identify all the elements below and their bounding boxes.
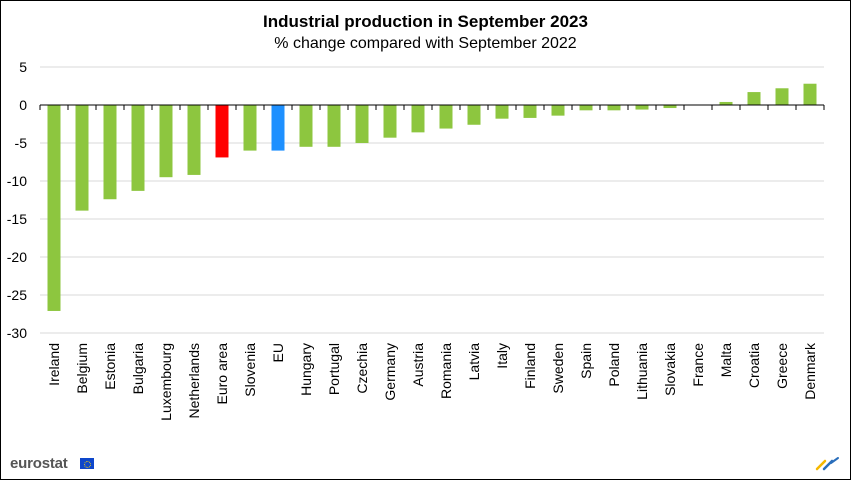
bar xyxy=(719,101,733,105)
x-tick-label: Belgium xyxy=(74,343,90,394)
bar xyxy=(299,105,313,147)
x-tick-label: Austria xyxy=(410,343,426,387)
x-tick-label: Latvia xyxy=(466,343,482,381)
x-tick-label: Greece xyxy=(774,343,790,389)
bar xyxy=(131,105,145,191)
x-tick-label: Poland xyxy=(606,343,622,387)
bar xyxy=(271,105,285,151)
bar xyxy=(75,105,89,211)
bar xyxy=(495,105,509,119)
bar xyxy=(607,105,621,111)
x-tick-label: Spain xyxy=(578,343,594,379)
x-tick-label: France xyxy=(690,343,706,387)
bar xyxy=(523,105,537,118)
x-tick-label: Romania xyxy=(438,343,454,399)
bar xyxy=(327,105,341,147)
chart-title: Industrial production in September 2023 xyxy=(263,12,588,31)
bar xyxy=(47,105,61,311)
x-tick-label: Euro area xyxy=(214,343,230,405)
x-tick-label: Portugal xyxy=(326,343,342,395)
y-tick-label: -10 xyxy=(7,173,27,189)
bar xyxy=(383,105,397,138)
x-tick-label: Netherlands xyxy=(186,343,202,419)
bar xyxy=(103,105,117,200)
bar xyxy=(551,105,565,116)
y-tick-label: -5 xyxy=(15,135,28,151)
chart-subtitle: % change compared with September 2022 xyxy=(274,35,577,52)
bar xyxy=(635,105,649,110)
bar xyxy=(439,105,453,129)
x-tick-label: Estonia xyxy=(102,343,118,390)
x-tick-label: Denmark xyxy=(802,342,818,400)
bar xyxy=(663,105,677,109)
bar xyxy=(467,105,481,125)
x-tick-label: EU xyxy=(270,343,286,362)
eurostat-logo: eurostat xyxy=(10,455,68,472)
bar xyxy=(803,83,817,105)
x-tick-label: Hungary xyxy=(298,343,314,396)
y-tick-label: -20 xyxy=(7,249,27,265)
bar xyxy=(747,92,761,105)
y-tick-label: -25 xyxy=(7,287,27,303)
bar xyxy=(243,105,257,151)
x-tick-label: Lithuania xyxy=(634,343,650,400)
y-tick-label: -15 xyxy=(7,211,27,227)
y-tick-label: -30 xyxy=(7,325,27,341)
x-tick-label: Bulgaria xyxy=(130,343,146,395)
y-tick-label: 0 xyxy=(19,97,27,113)
bar xyxy=(355,105,369,143)
bar xyxy=(775,88,789,105)
y-tick-label: 5 xyxy=(19,59,27,75)
x-tick-label: Slovenia xyxy=(242,343,258,397)
bar xyxy=(159,105,173,178)
bar xyxy=(579,105,593,111)
eu-flag-icon xyxy=(80,458,94,469)
x-tick-label: Slovakia xyxy=(662,343,678,396)
eurostat-mark-icon xyxy=(815,457,839,471)
x-tick-label: Italy xyxy=(494,343,510,369)
x-tick-label: Ireland xyxy=(46,343,62,386)
x-tick-label: Croatia xyxy=(746,343,762,388)
x-tick-label: Sweden xyxy=(550,343,566,394)
bar xyxy=(411,105,425,133)
bar xyxy=(215,105,229,158)
x-tick-label: Germany xyxy=(382,343,398,401)
x-tick-label: Luxembourg xyxy=(158,343,174,421)
x-tick-label: Finland xyxy=(522,343,538,389)
x-tick-label: Malta xyxy=(718,343,734,377)
x-tick-label: Czechia xyxy=(354,343,370,394)
bar xyxy=(187,105,201,175)
